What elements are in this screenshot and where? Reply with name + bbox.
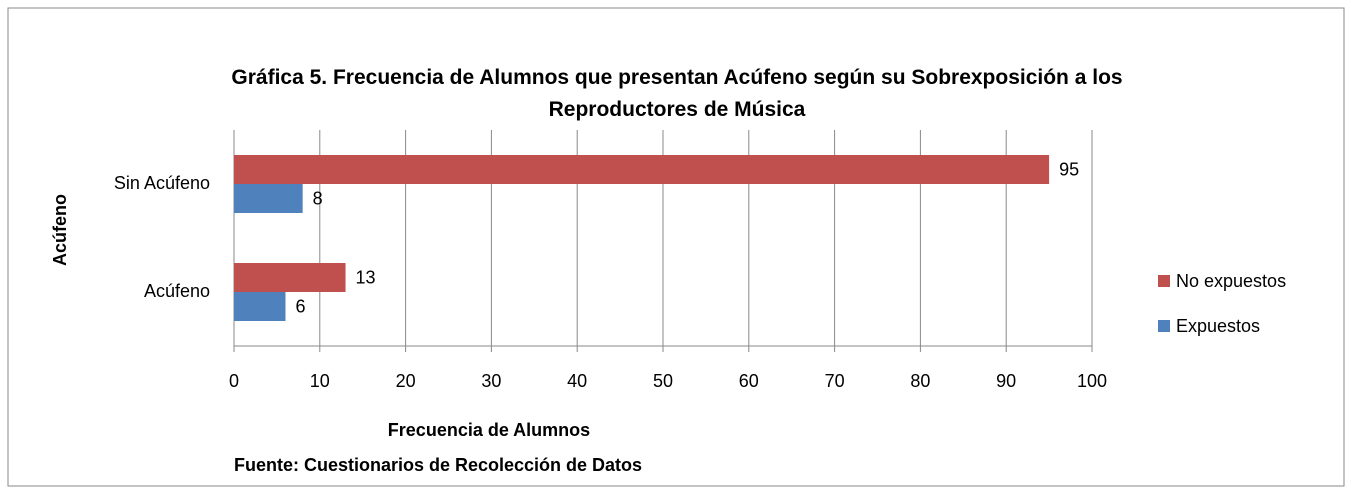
source: Fuente: Cuestionarios de Recolección de … — [234, 455, 642, 475]
bar — [234, 184, 303, 213]
y-tick-label: Acúfeno — [144, 281, 210, 301]
x-tick-label: 60 — [739, 371, 759, 391]
x-tick-label: 0 — [229, 371, 239, 391]
x-tick-label: 70 — [825, 371, 845, 391]
x-tick-label: 80 — [910, 371, 930, 391]
legend-label: Expuestos — [1176, 316, 1260, 336]
legend-swatch — [1158, 320, 1170, 332]
bar — [234, 292, 286, 321]
bar — [234, 155, 1050, 184]
x-tick-label: 50 — [653, 371, 673, 391]
data-label: 13 — [356, 267, 376, 287]
x-tick-label: 30 — [481, 371, 501, 391]
x-tick-label: 40 — [567, 371, 587, 391]
x-tick-label: 20 — [396, 371, 416, 391]
y-axis-label: Acúfeno — [50, 194, 70, 266]
legend-label: No expuestos — [1176, 271, 1286, 291]
x-tick-label: 10 — [310, 371, 330, 391]
x-tick-label: 90 — [996, 371, 1016, 391]
x-tick-label: 100 — [1077, 371, 1107, 391]
legend-swatch — [1158, 275, 1170, 287]
bar — [234, 263, 346, 292]
chart-border — [7, 7, 1345, 487]
x-axis-label: Frecuencia de Alumnos — [388, 420, 590, 440]
chart-title: Gráfica 5. Frecuencia de Alumnos que pre… — [231, 66, 1123, 121]
data-label: 8 — [313, 188, 323, 208]
data-label: 95 — [1059, 159, 1079, 179]
y-tick-label: Sin Acúfeno — [114, 173, 210, 193]
data-label: 6 — [295, 296, 305, 316]
